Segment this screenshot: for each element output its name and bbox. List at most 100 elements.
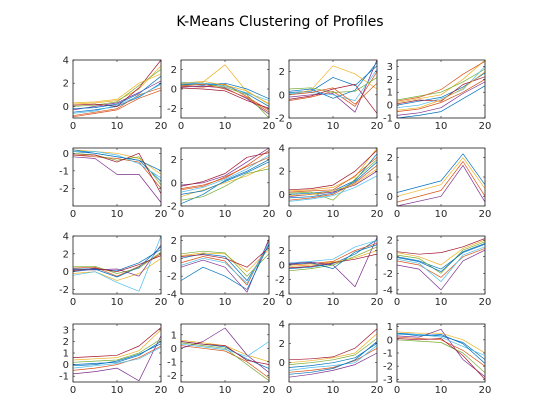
- series-line: [73, 89, 161, 118]
- y-tick-label: 1: [171, 330, 177, 341]
- series-line: [289, 343, 377, 368]
- y-tick-label: 0: [63, 149, 69, 160]
- series-line: [397, 334, 485, 356]
- y-tick-label: 2: [63, 249, 69, 260]
- series-line: [289, 328, 377, 361]
- axes-background: [396, 147, 486, 207]
- y-tick-label: 2: [279, 246, 285, 257]
- x-tick-label: 0: [394, 297, 400, 308]
- series-line: [289, 157, 377, 193]
- x-tick-label: 10: [219, 209, 232, 220]
- y-tick-label: 2: [171, 65, 177, 76]
- y-tick-label: 0: [63, 102, 69, 113]
- y-tick-label: 0: [387, 192, 393, 203]
- x-tick-label: 20: [371, 385, 384, 396]
- series-line: [181, 341, 269, 357]
- series-line: [397, 243, 485, 272]
- y-tick-label: -1: [59, 372, 69, 383]
- x-tick-label: 0: [394, 385, 400, 396]
- y-tick-label: 2: [279, 167, 285, 178]
- y-tick-label: 0: [387, 335, 393, 346]
- y-tick-label: 2: [387, 75, 393, 86]
- y-tick-label: 4: [279, 144, 285, 155]
- series-line: [181, 152, 269, 187]
- y-tick-label: -2: [167, 202, 177, 213]
- y-tick-label: 0: [171, 178, 177, 189]
- x-tick-label: 10: [435, 121, 448, 132]
- series-line: [73, 343, 161, 367]
- series-line: [289, 341, 377, 375]
- series-line: [397, 243, 485, 270]
- x-tick-label: 10: [327, 297, 340, 308]
- y-tick-label: 4: [63, 232, 69, 243]
- subplot-3: 0 10 20-202: [275, 59, 383, 132]
- y-tick-label: -4: [383, 285, 393, 296]
- series-line: [397, 78, 485, 112]
- series-line: [289, 345, 377, 371]
- subplot-7: 0 10 20 0 2 4: [279, 144, 384, 221]
- y-tick-label: 1: [387, 173, 393, 184]
- series-line: [289, 352, 377, 378]
- series-line: [397, 248, 485, 278]
- series-line: [181, 87, 269, 109]
- y-tick-label: -2: [167, 272, 177, 283]
- series-line: [397, 332, 485, 364]
- subplot-2: 0 10 20-202: [167, 59, 275, 132]
- series-line: [181, 161, 269, 195]
- series-line: [397, 161, 485, 203]
- series-line: [73, 236, 161, 292]
- series-line: [289, 244, 377, 269]
- x-tick-label: 0: [70, 385, 76, 396]
- y-tick-label: -4: [167, 290, 177, 301]
- x-tick-label: 20: [263, 209, 276, 220]
- series-line: [73, 253, 161, 277]
- series-line: [289, 333, 377, 364]
- x-tick-label: 20: [263, 297, 276, 308]
- series-line: [397, 332, 485, 360]
- x-tick-label: 0: [70, 297, 76, 308]
- series-line: [181, 168, 269, 201]
- series-line: [289, 69, 377, 101]
- series-line: [289, 159, 377, 201]
- series-line: [289, 242, 377, 266]
- series-line: [397, 165, 485, 206]
- y-tick-label: 2: [63, 79, 69, 90]
- x-tick-label: 0: [286, 385, 292, 396]
- series-line: [289, 246, 377, 272]
- series-line: [181, 327, 269, 373]
- y-tick-label: 2: [171, 236, 177, 247]
- series-line: [181, 154, 269, 193]
- series-line: [397, 153, 485, 193]
- y-tick-label: -1: [59, 166, 69, 177]
- series-line: [181, 243, 269, 290]
- x-tick-label: 20: [263, 385, 276, 396]
- y-tick-label: -1: [383, 349, 393, 360]
- series-line: [397, 336, 485, 367]
- y-tick-label: -3: [383, 375, 393, 386]
- x-tick-label: 20: [155, 121, 168, 132]
- y-tick-label: 0: [279, 358, 285, 369]
- y-tick-label: -2: [167, 104, 177, 115]
- series-line: [73, 80, 161, 111]
- series-line: [289, 84, 377, 114]
- series-line: [397, 249, 485, 291]
- series-line: [397, 339, 485, 374]
- y-tick-label: 1: [387, 88, 393, 99]
- series-line: [397, 246, 485, 282]
- subplot-11: 0 10 20-4-202: [275, 235, 383, 308]
- x-tick-label: 20: [479, 121, 492, 132]
- series-line: [289, 170, 377, 198]
- y-tick-label: 0: [63, 360, 69, 371]
- series-line: [73, 84, 161, 114]
- series-line: [181, 341, 269, 365]
- x-tick-label: 10: [435, 209, 448, 220]
- x-tick-label: 10: [111, 297, 124, 308]
- series-line: [397, 331, 485, 354]
- series-line: [181, 148, 269, 186]
- series-line: [289, 65, 377, 96]
- axes-background: [180, 323, 270, 383]
- x-tick-label: 0: [178, 209, 184, 220]
- series-line: [181, 345, 269, 379]
- series-line: [73, 329, 161, 361]
